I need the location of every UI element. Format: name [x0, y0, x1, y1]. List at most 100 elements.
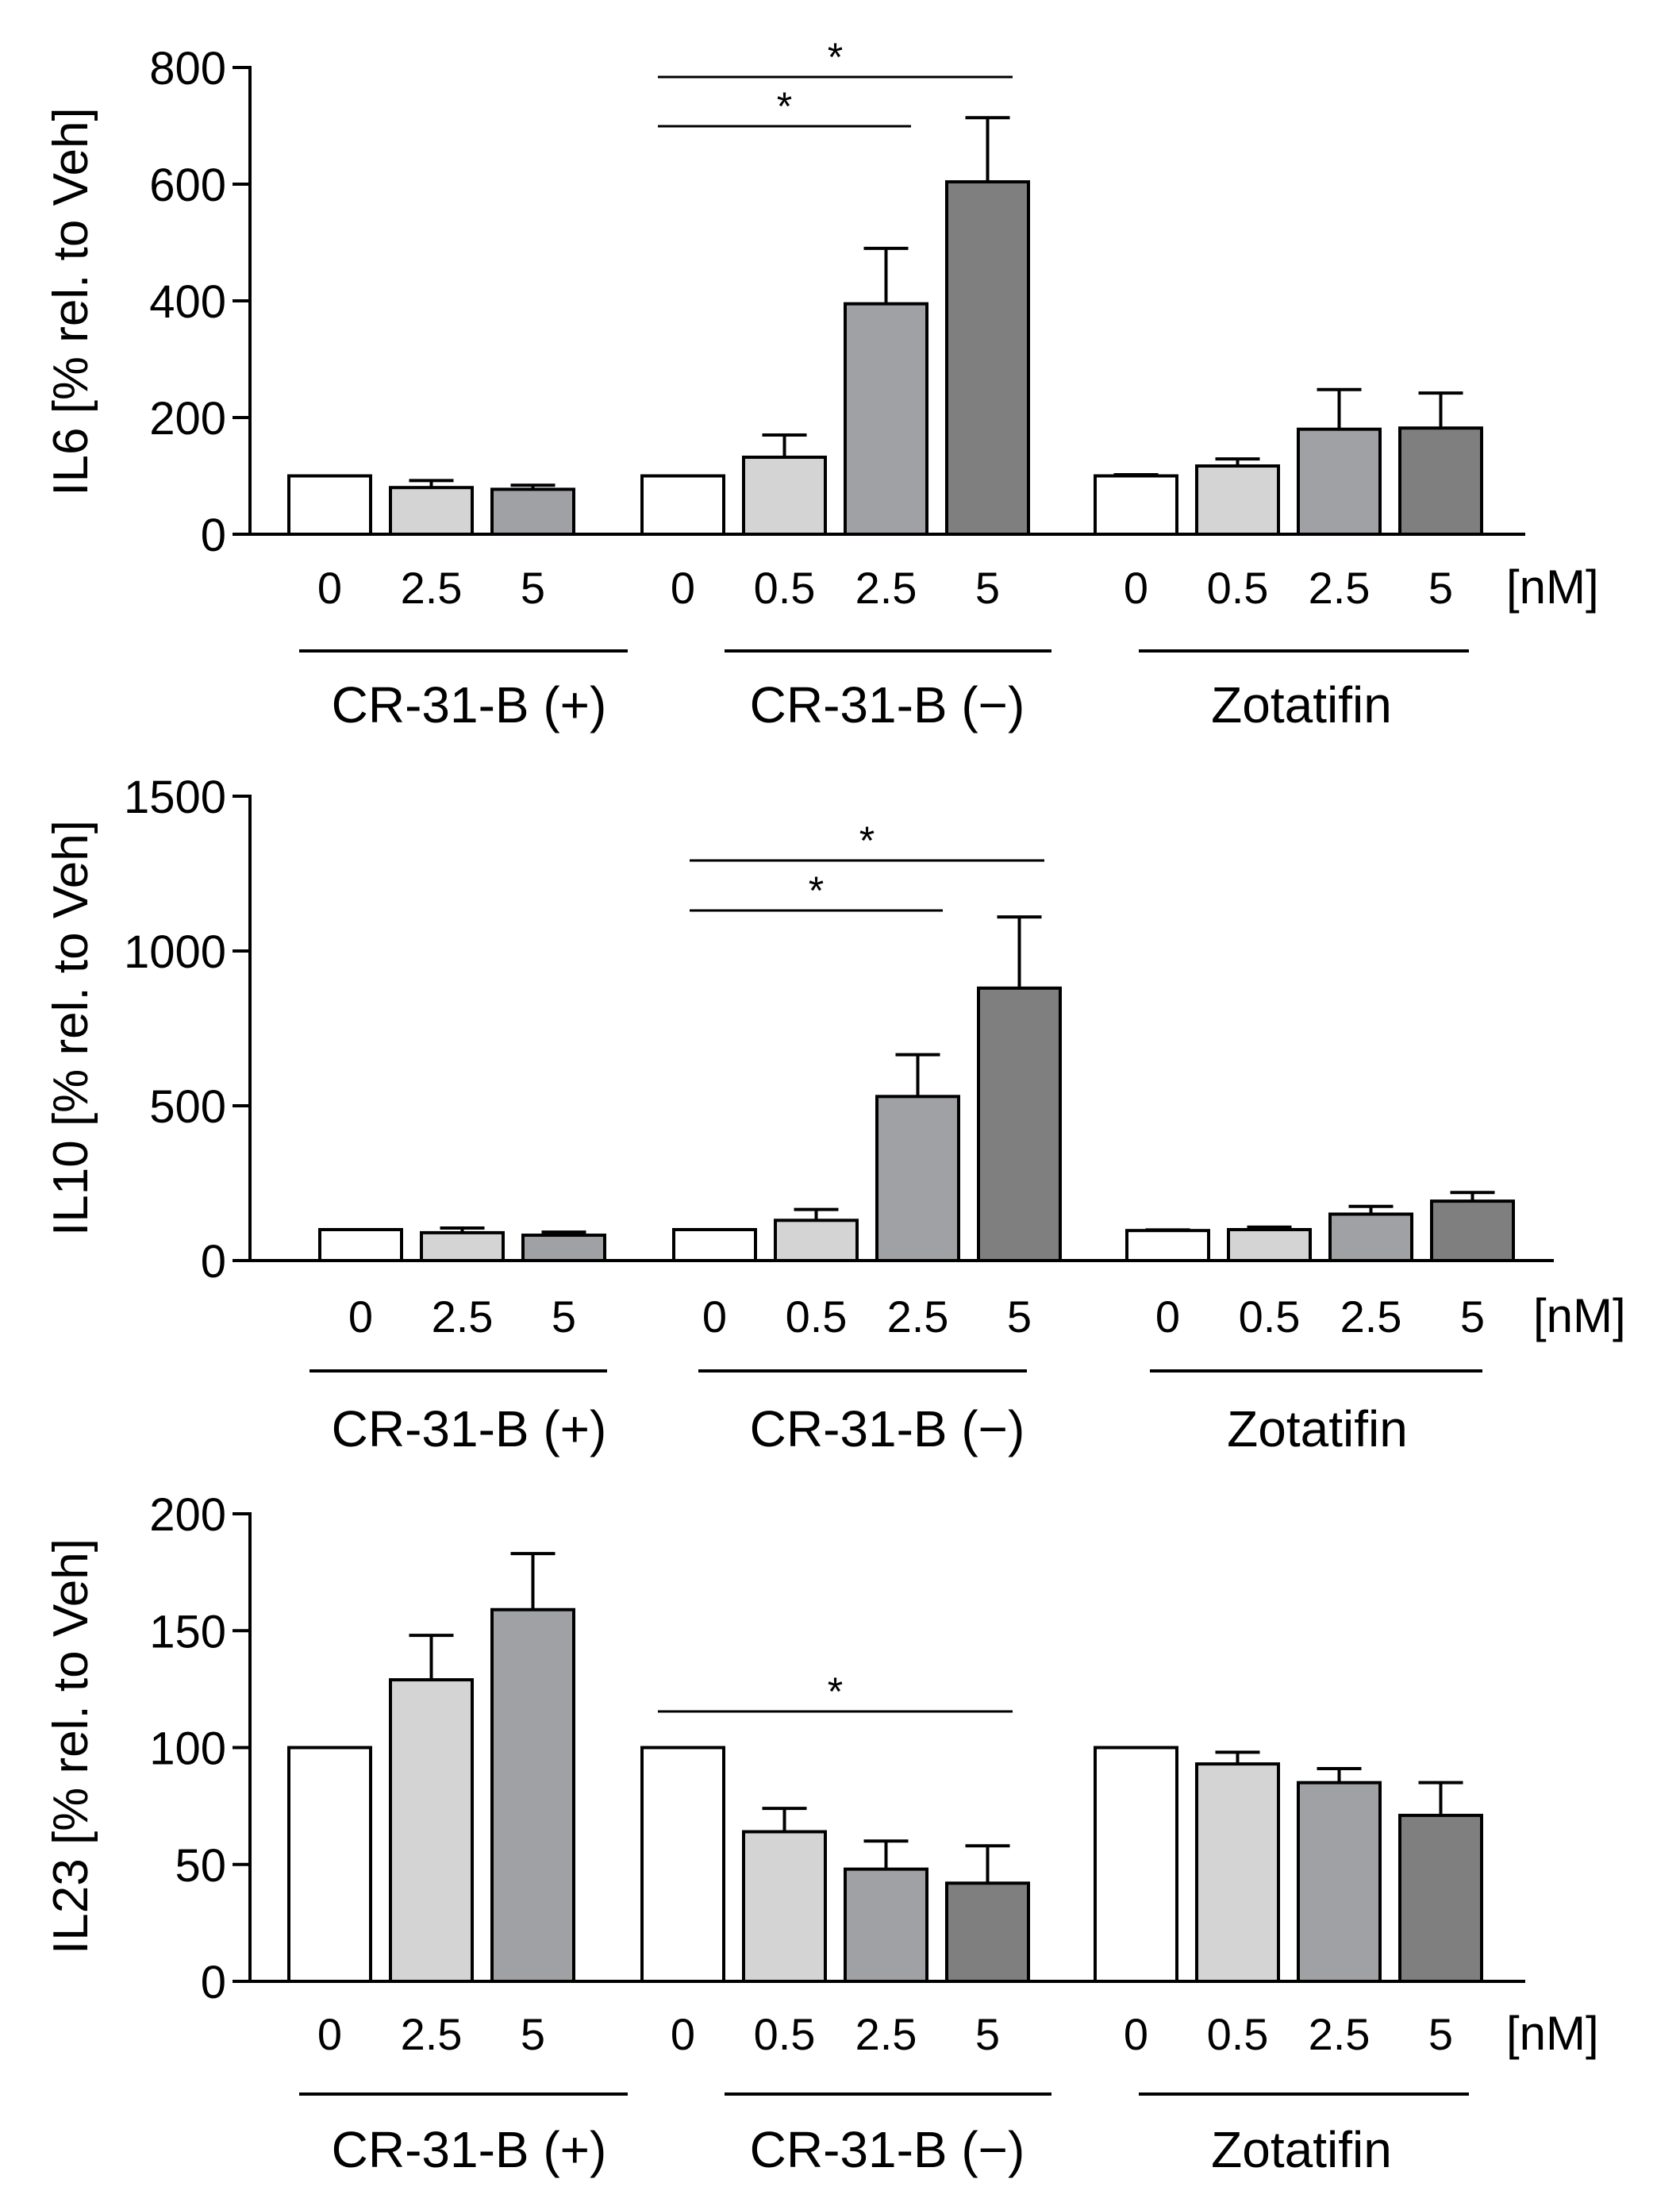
- y-tick-label: 0: [201, 1957, 226, 2008]
- bar: [672, 1228, 757, 1262]
- y-tick-label: 500: [149, 1081, 226, 1133]
- bar: [1297, 427, 1382, 537]
- y-tick-label: 1000: [124, 926, 226, 978]
- dose-label: 0: [317, 2009, 342, 2059]
- dose-label: 2.5: [401, 2009, 463, 2059]
- dose-label: 2.5: [401, 563, 463, 613]
- dose-label: 0: [702, 1292, 727, 1342]
- dose-label: 2.5: [855, 563, 917, 613]
- unit-label: [nM]: [1506, 2007, 1599, 2060]
- group-label: CR-31-B (−): [750, 676, 1025, 733]
- dose-label: 5: [975, 2009, 1000, 2059]
- bar: [490, 487, 575, 537]
- y-tick-label: 0: [201, 510, 226, 561]
- bar: [844, 1867, 928, 1983]
- bar: [640, 474, 725, 536]
- bar: [945, 180, 1030, 536]
- significance-star: *: [777, 84, 792, 129]
- bar: [875, 1095, 960, 1263]
- dose-label: 5: [521, 2009, 545, 2059]
- dose-label: 0: [1124, 2009, 1148, 2059]
- y-axis-label: IL23 [% rel. to Veh]: [44, 1538, 98, 1954]
- panel-2: IL10 [% rel. to Veh] 0 500 1000 1500 0 2.5 5 CR-…: [44, 772, 1626, 1457]
- dose-label: 5: [521, 563, 545, 613]
- significance-star: *: [828, 35, 843, 79]
- group-label: CR-31-B (+): [332, 2121, 607, 2178]
- bar: [1125, 1229, 1210, 1263]
- dose-label: 2.5: [1340, 1292, 1402, 1342]
- bar: [1094, 1746, 1178, 1983]
- dose-label: 2.5: [432, 1292, 494, 1342]
- y-tick-label: 150: [149, 1606, 226, 1657]
- bar: [1328, 1212, 1413, 1262]
- group-label: Zotatifin: [1227, 1400, 1408, 1457]
- bar: [1398, 1813, 1483, 1984]
- dose-label: 0.5: [786, 1292, 848, 1342]
- y-tick-label: 200: [149, 393, 226, 445]
- dose-label: 0.5: [1239, 1292, 1301, 1342]
- dose-label: 0.5: [754, 2009, 816, 2059]
- bar: [1094, 474, 1178, 536]
- y-tick-label: 50: [175, 1840, 226, 1892]
- bar: [1227, 1228, 1312, 1262]
- bar: [318, 1228, 403, 1262]
- significance-star: *: [859, 818, 875, 863]
- bar: [844, 302, 928, 536]
- panel-1: IL6 [% rel. to Veh] 0 200 400 600 800 0 2.5 5 CR-…: [44, 35, 1599, 733]
- dose-label: 5: [1460, 1292, 1485, 1342]
- bar: [389, 486, 474, 537]
- bar: [287, 1746, 372, 1983]
- dose-label: 0.5: [1207, 563, 1269, 613]
- y-axis-label: IL6 [% rel. to Veh]: [44, 107, 98, 495]
- dose-label: 0: [348, 1292, 373, 1342]
- bar: [1398, 426, 1483, 536]
- bar: [640, 1746, 725, 1983]
- y-axis-label: IL10 [% rel. to Veh]: [44, 820, 98, 1236]
- y-tick-label: 0: [201, 1236, 226, 1288]
- bar: [420, 1230, 505, 1263]
- bar: [521, 1234, 606, 1263]
- dose-label: 2.5: [1309, 2009, 1371, 2059]
- dose-label: 5: [552, 1292, 576, 1342]
- bar: [1297, 1781, 1382, 1984]
- dose-label: 0.5: [754, 563, 816, 613]
- dose-label: 2.5: [1309, 563, 1371, 613]
- dose-label: 0: [671, 563, 695, 613]
- bar: [977, 986, 1062, 1263]
- dose-label: 5: [1428, 563, 1453, 613]
- bar: [287, 474, 372, 536]
- group-label: Zotatifin: [1211, 2121, 1392, 2178]
- unit-label: [nM]: [1533, 1289, 1626, 1342]
- group-label: CR-31-B (+): [332, 1400, 607, 1457]
- bar: [1195, 1762, 1280, 1983]
- significance-star: *: [828, 1669, 843, 1714]
- y-tick-label: 400: [149, 276, 226, 328]
- dose-label: 2.5: [855, 2009, 917, 2059]
- y-tick-label: 1500: [124, 772, 226, 823]
- group-label: Zotatifin: [1211, 676, 1392, 733]
- y-tick-label: 800: [149, 43, 226, 94]
- bar: [1195, 464, 1280, 537]
- bar: [742, 455, 827, 536]
- bar: [490, 1607, 575, 1983]
- bar: [1430, 1199, 1515, 1262]
- dose-label: 5: [1007, 1292, 1032, 1342]
- dose-label: 5: [1428, 2009, 1453, 2059]
- group-label: CR-31-B (−): [750, 2121, 1025, 2178]
- dose-label: 2.5: [887, 1292, 949, 1342]
- dose-label: 0: [317, 563, 342, 613]
- y-tick-label: 600: [149, 160, 226, 211]
- group-label: CR-31-B (+): [332, 676, 607, 733]
- bar: [945, 1881, 1030, 1984]
- bar: [389, 1678, 474, 1983]
- dose-label: 0.5: [1207, 2009, 1269, 2059]
- group-label: CR-31-B (−): [750, 1400, 1025, 1457]
- significance-star: *: [809, 868, 824, 913]
- dose-label: 0: [1124, 563, 1148, 613]
- y-tick-label: 200: [149, 1489, 226, 1541]
- y-tick-label: 100: [149, 1723, 226, 1775]
- unit-label: [nM]: [1506, 560, 1599, 614]
- bar: [742, 1830, 827, 1984]
